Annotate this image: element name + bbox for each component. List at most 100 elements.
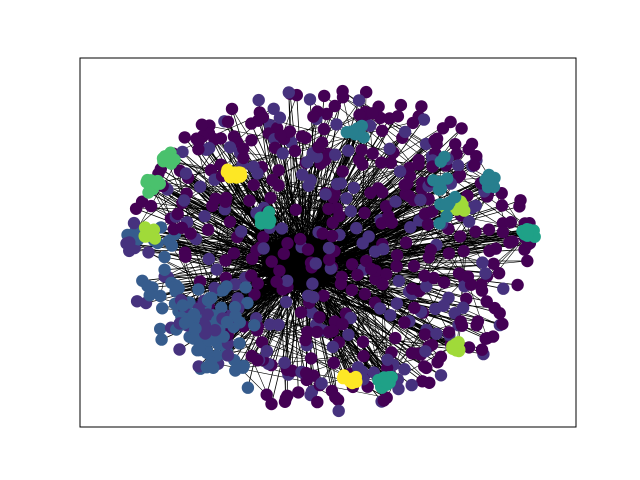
node (273, 264, 286, 277)
node (215, 301, 228, 314)
node (326, 324, 339, 338)
node (301, 243, 315, 256)
node (392, 274, 405, 288)
node (434, 369, 448, 382)
node (449, 138, 462, 151)
node (416, 375, 429, 388)
node (356, 237, 369, 250)
node (384, 309, 397, 322)
node (455, 122, 468, 135)
node (312, 140, 325, 154)
node (307, 291, 320, 304)
node (219, 195, 232, 208)
node (347, 181, 361, 194)
node (171, 207, 184, 221)
node (470, 319, 483, 332)
node (390, 297, 404, 310)
node (221, 349, 235, 362)
node (439, 198, 453, 211)
node (405, 378, 418, 392)
node (179, 250, 192, 263)
node (325, 229, 339, 243)
node (457, 244, 470, 258)
node (333, 209, 346, 223)
node (300, 366, 313, 380)
node (356, 335, 370, 349)
node (373, 302, 387, 315)
node (192, 143, 205, 156)
node (142, 246, 155, 259)
node (405, 347, 419, 360)
node (479, 332, 492, 345)
node (350, 221, 363, 235)
node (454, 315, 467, 328)
node (172, 282, 185, 295)
cluster-node (458, 204, 471, 217)
node (415, 100, 428, 113)
node (404, 221, 417, 234)
node (317, 122, 331, 136)
node (177, 194, 191, 207)
node (239, 281, 252, 294)
node (427, 271, 440, 285)
node (277, 247, 290, 260)
node (340, 192, 353, 205)
axes-frame (79, 57, 577, 428)
node (358, 287, 372, 301)
node (421, 218, 435, 231)
node (281, 274, 294, 287)
node (418, 328, 432, 341)
node (322, 202, 335, 215)
node (272, 318, 285, 331)
node (487, 257, 500, 270)
node (376, 186, 389, 199)
node (318, 89, 331, 103)
node (328, 99, 341, 113)
node (327, 356, 340, 370)
node (229, 364, 242, 377)
node (281, 237, 294, 250)
node (329, 391, 342, 404)
node (398, 125, 412, 139)
graph-edge (134, 210, 465, 249)
node (265, 255, 278, 268)
node (469, 225, 482, 238)
node (493, 307, 506, 320)
node (462, 341, 476, 354)
node (201, 223, 215, 236)
node (144, 199, 158, 213)
node (353, 108, 366, 122)
node (176, 145, 189, 159)
node (462, 215, 476, 228)
node (418, 360, 431, 373)
node (158, 263, 171, 276)
node (492, 267, 506, 280)
node (302, 179, 315, 192)
node (448, 190, 462, 204)
node (301, 325, 314, 339)
node (358, 206, 371, 220)
node (237, 151, 250, 165)
node (375, 124, 389, 137)
node (307, 110, 320, 123)
node (368, 245, 382, 258)
node (496, 225, 510, 239)
node (514, 194, 527, 207)
node (141, 279, 154, 293)
node (420, 280, 433, 293)
node (189, 322, 202, 335)
node (442, 326, 456, 339)
node (352, 94, 366, 107)
node (408, 301, 421, 314)
node (319, 188, 332, 201)
node (217, 284, 230, 297)
cluster-node (521, 225, 534, 239)
node (317, 289, 330, 302)
node (384, 156, 397, 169)
cluster-node (482, 173, 495, 186)
node (436, 122, 450, 135)
node (379, 200, 393, 213)
node (355, 143, 368, 157)
node (390, 260, 403, 273)
node (227, 247, 241, 260)
